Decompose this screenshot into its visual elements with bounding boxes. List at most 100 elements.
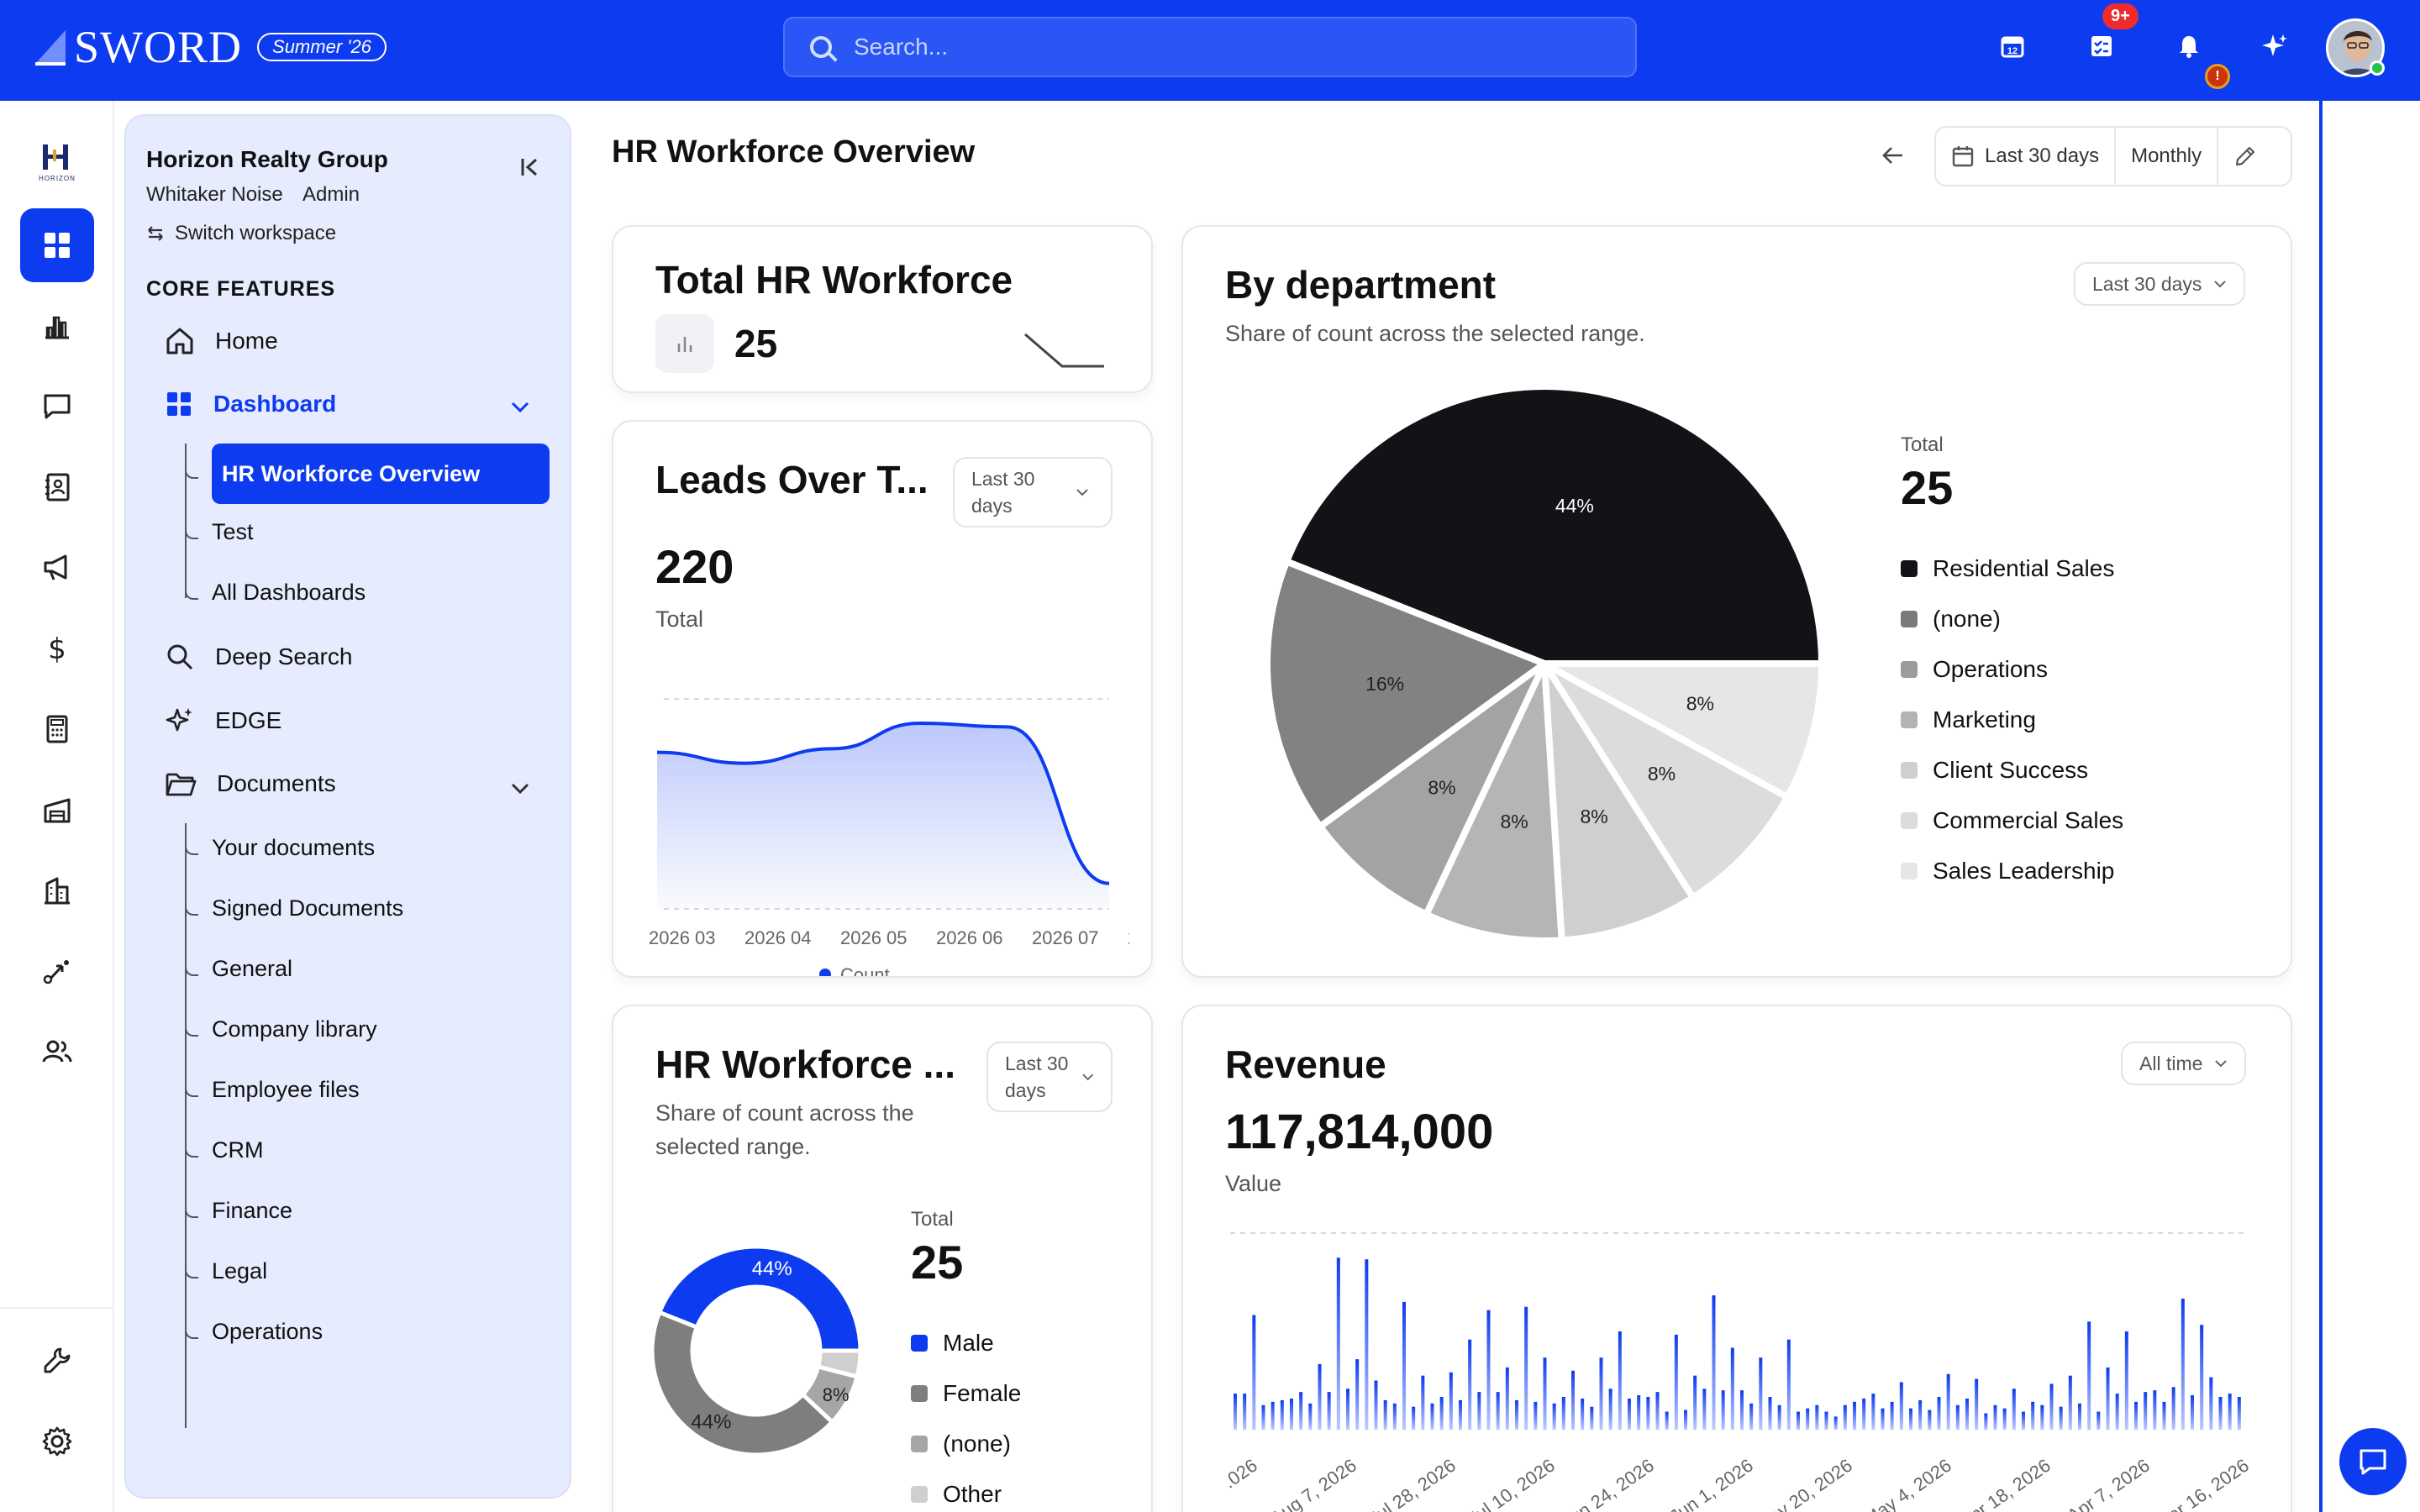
legend-label: Marketing (1933, 706, 2036, 732)
search-input[interactable] (854, 34, 1526, 60)
legend-item[interactable]: (none) (911, 1431, 1021, 1457)
revenue-range-dropdown[interactable]: All time (2121, 1042, 2247, 1085)
nav-dashboard-label: Dashboard (213, 391, 337, 417)
rail-contacts[interactable] (20, 450, 94, 524)
nav-deep-search[interactable]: Deep Search (165, 642, 352, 672)
legend-item[interactable]: Operations (1901, 656, 2123, 682)
nav-edge[interactable]: EDGE (165, 706, 281, 736)
rail-workflows[interactable] (20, 934, 94, 1008)
revenue-bar (1252, 1315, 1256, 1430)
department-pie-chart: 44% 16% 8% 8% 8% 8% 8% (1264, 383, 1825, 944)
workspace-name: Horizon Realty Group (146, 146, 388, 172)
rail-campaigns[interactable] (20, 531, 94, 605)
revenue-bar (1806, 1408, 1810, 1430)
nav-crm[interactable]: CRM (212, 1137, 264, 1163)
legend-item[interactable]: Female (911, 1380, 1021, 1406)
revenue-bar (1984, 1413, 1988, 1430)
nav-test[interactable]: Test (212, 519, 254, 544)
nav-legal[interactable]: Legal (212, 1258, 268, 1284)
nav-signed-documents[interactable]: Signed Documents (212, 895, 404, 921)
rail-dashboard[interactable] (20, 208, 94, 282)
notifications-button[interactable] (2175, 32, 2203, 60)
rail-calculator[interactable] (20, 692, 94, 766)
chat-support-button[interactable] (2339, 1428, 2407, 1495)
users-icon (42, 1040, 72, 1063)
x-tick-label: Jun 1, 2026 (1665, 1455, 1757, 1512)
gender-total-value: 25 (911, 1236, 964, 1289)
rail-tools[interactable] (20, 1324, 94, 1398)
legend-swatch (911, 1486, 928, 1503)
leads-range-dropdown[interactable]: Last 30 days (953, 457, 1113, 528)
legend-item[interactable]: Sales Leadership (1901, 858, 2123, 884)
legend-item[interactable]: Residential Sales (1901, 555, 2123, 581)
nav-your-documents[interactable]: Your documents (212, 835, 376, 860)
rail-finance[interactable]: $ (20, 612, 94, 685)
revenue-bar (1655, 1392, 1660, 1430)
revenue-bar (1702, 1389, 1707, 1430)
x-tick-label: Jun 24, 2026 (1558, 1455, 1658, 1512)
search-bar[interactable] (783, 17, 1637, 77)
rail-warehouse[interactable] (20, 773, 94, 847)
tree-line (185, 823, 187, 1428)
department-range-dropdown[interactable]: Last 30 days (2074, 262, 2246, 306)
switch-workspace-button[interactable]: Switch workspace (146, 222, 336, 245)
revenue-value-label: Value (1225, 1171, 1282, 1196)
calendar-button[interactable]: 12 (1998, 32, 2027, 60)
rail-messages[interactable] (20, 370, 94, 444)
chevron-down-icon (511, 783, 529, 795)
legend-item[interactable]: Client Success (1901, 757, 2123, 783)
ai-assistant-button[interactable] (2260, 32, 2289, 60)
nav-hr-workforce-overview[interactable]: HR Workforce Overview (212, 444, 550, 504)
legend-swatch (911, 1436, 928, 1452)
legend-item[interactable]: Marketing (1901, 706, 2123, 732)
rail-analytics[interactable] (20, 289, 94, 363)
nav-employee-files[interactable]: Employee files (212, 1077, 360, 1102)
revenue-bar (1280, 1399, 1284, 1430)
rail-settings[interactable] (20, 1404, 94, 1478)
tree-line (185, 444, 187, 598)
legend-item[interactable]: (none) (1901, 606, 2123, 632)
revenue-bar (1449, 1372, 1453, 1430)
legend-item[interactable]: Other (911, 1481, 1021, 1507)
revenue-bar (1955, 1404, 1960, 1430)
revenue-bar (1374, 1380, 1378, 1430)
legend-item[interactable]: Male (911, 1330, 1021, 1356)
gender-range-dropdown[interactable]: Last 30 days (986, 1042, 1113, 1112)
dashboard-expand-toggle[interactable] (511, 402, 529, 418)
revenue-bar (2087, 1321, 2091, 1430)
rail-properties[interactable] (20, 853, 94, 927)
documents-expand-toggle[interactable] (511, 783, 529, 800)
leads-area-chart: 2026 03 2026 04 2026 05 2026 06 2026 07 2026 … (649, 698, 1129, 976)
revenue-bar (1684, 1410, 1687, 1430)
back-button[interactable] (1881, 143, 1906, 168)
legend-item[interactable]: Commercial Sales (1901, 807, 2123, 833)
revenue-bar (1515, 1399, 1518, 1430)
revenue-bar (1937, 1397, 1941, 1430)
tasks-button[interactable] (2087, 32, 2116, 60)
rail-team[interactable] (20, 1015, 94, 1089)
brand-logo[interactable]: SWORD Summer '26 (34, 22, 387, 72)
nav-operations[interactable]: Operations (212, 1319, 324, 1344)
x-tick-label: .026 (1219, 1455, 1260, 1493)
collapse-sidebar-button[interactable] (518, 155, 543, 180)
nav-company-library[interactable]: Company library (212, 1016, 377, 1042)
revenue-bar (2124, 1331, 2128, 1430)
revenue-bar (2200, 1325, 2204, 1430)
nav-dashboard[interactable]: Dashboard (165, 390, 336, 418)
revenue-bar (1261, 1404, 1265, 1430)
revenue-bar (2096, 1411, 2101, 1430)
nav-general[interactable]: General (212, 956, 293, 981)
revenue-bar (1365, 1259, 1369, 1430)
calendar-day: 12 (2007, 46, 2018, 56)
horizon-logo[interactable]: HORIZON (30, 134, 84, 188)
legend-swatch (819, 969, 831, 976)
edit-dashboard-button[interactable] (2218, 128, 2272, 185)
period-button[interactable]: Monthly (2116, 128, 2219, 185)
nav-finance[interactable]: Finance (212, 1198, 293, 1223)
revenue-bar-chart: .026 Aug 7, 2026 Jul 28, 2026 Jul 10, 2026 J… (1219, 1232, 2253, 1512)
pie-slice (1423, 660, 1565, 944)
date-range-button[interactable]: Last 30 days (1936, 128, 2117, 185)
nav-all-dashboards[interactable]: All Dashboards (212, 580, 366, 605)
nav-documents[interactable]: Documents (165, 769, 336, 798)
nav-home[interactable]: Home (165, 326, 278, 356)
